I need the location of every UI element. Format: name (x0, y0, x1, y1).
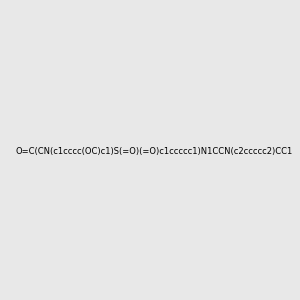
Text: O=C(CN(c1cccc(OC)c1)S(=O)(=O)c1ccccc1)N1CCN(c2ccccc2)CC1: O=C(CN(c1cccc(OC)c1)S(=O)(=O)c1ccccc1)N1… (15, 147, 292, 156)
